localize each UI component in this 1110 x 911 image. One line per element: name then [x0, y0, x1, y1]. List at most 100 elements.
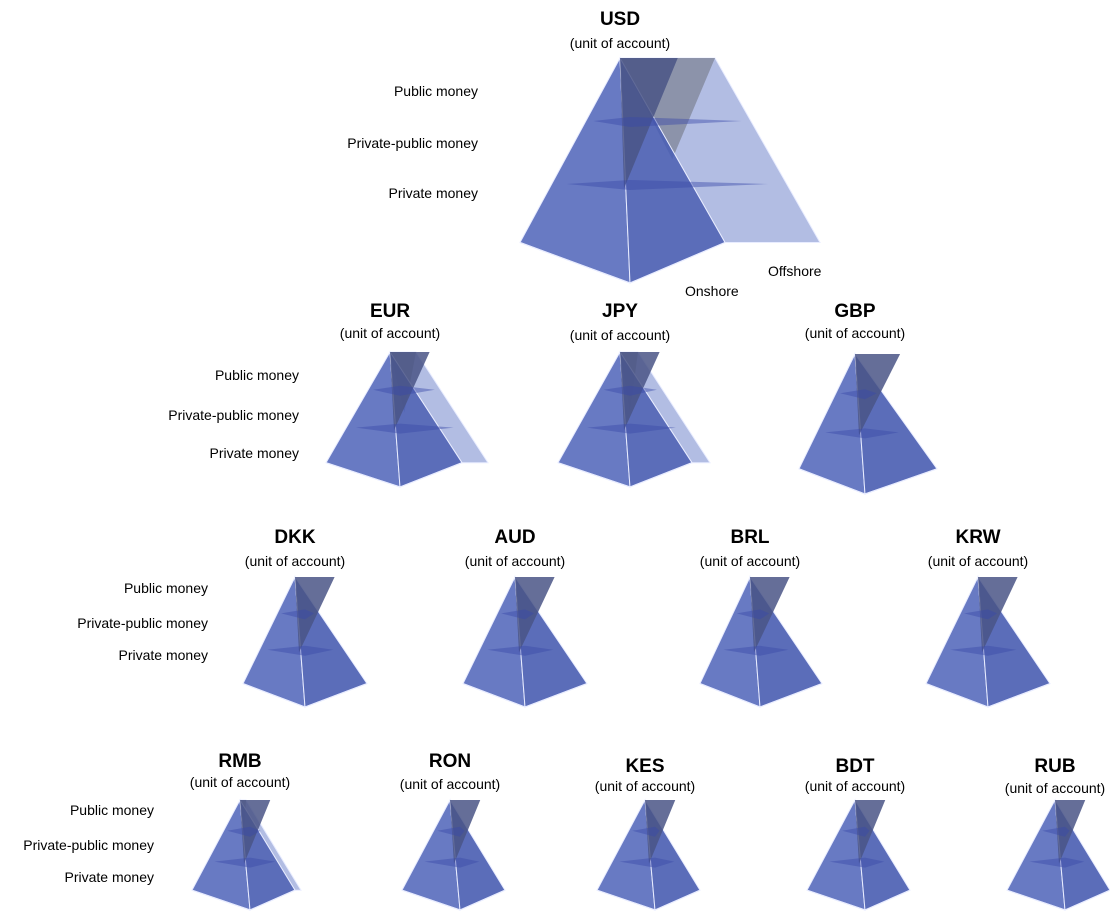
private-public-band-ron — [437, 826, 465, 837]
public-money-wedge-ron — [450, 800, 481, 864]
unit-of-account-gbp: (unit of account) — [804, 325, 906, 341]
unit-of-account-usd: (unit of account) — [569, 35, 671, 51]
currency-code-usd: USD — [599, 9, 641, 30]
unit-of-account-bdt: (unit of account) — [804, 778, 906, 794]
prism-usd — [519, 56, 821, 284]
unit-of-account-aud: (unit of account) — [464, 553, 566, 569]
currency-code-rub: RUB — [1034, 756, 1076, 777]
left-face-usd — [519, 56, 631, 284]
prism-aud — [462, 575, 588, 708]
private-band-ron — [424, 857, 480, 868]
prism-dkk — [242, 575, 368, 708]
base-edge-krw — [925, 683, 1051, 708]
level-label-dkk-2: Private money — [118, 647, 208, 663]
base-edge-gbp — [798, 468, 938, 495]
prism-rmb — [191, 798, 302, 911]
level-label-eur-0: Public money — [214, 367, 299, 383]
currency-code-dkk: DKK — [274, 527, 316, 548]
currency-code-jpy: JPY — [602, 301, 638, 322]
private-public-band-jpy — [603, 385, 657, 396]
public-money-wedge-dkk — [295, 577, 335, 653]
base-edge-eur — [325, 462, 463, 488]
prism-kes — [596, 798, 701, 911]
level-label-usd-0: Public money — [393, 83, 478, 99]
currency-code-gbp: GBP — [834, 301, 876, 322]
private-public-band-gbp — [840, 389, 877, 400]
base-edge-ron — [401, 889, 506, 911]
public-money-wedge-usd — [620, 58, 678, 189]
currency-code-ron: RON — [428, 751, 472, 772]
prism-rub — [1006, 798, 1110, 911]
private-band-rmb — [214, 857, 276, 868]
unit-of-account-jpy: (unit of account) — [569, 327, 671, 343]
currency-code-brl: BRL — [730, 527, 770, 548]
private-band-kes — [619, 857, 675, 868]
private-band-jpy — [587, 423, 676, 434]
currency-code-eur: EUR — [369, 301, 411, 322]
base-edge-dkk — [242, 683, 368, 708]
level-label-usd-1: Private-public money — [347, 135, 478, 151]
base-edge-bdt — [806, 889, 911, 911]
private-public-band-krw — [964, 609, 998, 620]
prism-jpy — [557, 350, 711, 488]
base-edge-kes — [596, 889, 701, 911]
level-label-dkk-1: Private-public money — [77, 615, 208, 631]
public-money-wedge-rub — [1055, 800, 1086, 864]
unit-of-account-rub: (unit of account) — [1004, 780, 1106, 796]
unit-of-account-ron: (unit of account) — [399, 776, 501, 792]
unit-of-account-dkk: (unit of account) — [244, 553, 346, 569]
private-band-krw — [950, 645, 1017, 656]
private-band-brl — [723, 645, 789, 656]
prism-eur — [325, 350, 489, 488]
level-label-rmb-2: Private money — [64, 869, 154, 885]
private-public-band-rmb — [227, 826, 261, 837]
unit-of-account-krw: (unit of account) — [927, 553, 1029, 569]
base-edge-brl — [699, 683, 823, 708]
public-money-wedge-krw — [978, 577, 1018, 653]
level-label-rmb-0: Public money — [69, 802, 154, 818]
public-money-wedge-rmb — [240, 800, 271, 864]
prism-ron — [401, 798, 506, 911]
side-label-onshore: Onshore — [685, 283, 739, 299]
public-money-wedge-bdt — [855, 800, 886, 864]
public-money-wedge-eur — [390, 352, 430, 431]
public-money-wedge-aud — [515, 577, 555, 653]
public-money-wedge-brl — [750, 577, 790, 653]
private-public-band-usd — [593, 117, 742, 127]
base-edge-rub — [1006, 889, 1110, 911]
unit-of-account-brl: (unit of account) — [699, 553, 801, 569]
private-band-gbp — [825, 428, 899, 439]
base-edge-aud — [462, 683, 588, 708]
private-public-band-brl — [736, 609, 770, 620]
base-edge-jpy — [557, 462, 693, 488]
level-label-eur-1: Private-public money — [168, 407, 299, 423]
public-money-wedge-gbp — [855, 354, 901, 436]
currency-code-rmb: RMB — [218, 751, 262, 772]
level-label-usd-2: Private money — [388, 185, 478, 201]
private-band-usd — [566, 180, 769, 190]
private-band-bdt — [829, 857, 885, 868]
private-public-band-rub — [1042, 826, 1070, 837]
prism-krw — [925, 575, 1051, 708]
base-edge-rmb — [191, 889, 296, 911]
unit-of-account-kes: (unit of account) — [594, 778, 696, 794]
private-public-band-kes — [632, 826, 660, 837]
currency-code-kes: KES — [625, 756, 665, 777]
public-money-wedge-jpy — [620, 352, 660, 431]
prism-gbp — [798, 352, 938, 495]
base-edge-usd — [519, 241, 726, 284]
prism-bdt — [806, 798, 911, 911]
private-public-band-dkk — [281, 609, 315, 620]
unit-of-account-rmb: (unit of account) — [189, 774, 291, 790]
private-band-rub — [1029, 857, 1085, 868]
currency-code-bdt: BDT — [835, 756, 875, 777]
currency-code-krw: KRW — [955, 527, 1001, 548]
unit-of-account-eur: (unit of account) — [339, 325, 441, 341]
private-public-band-aud — [501, 609, 535, 620]
side-label-offshore: Offshore — [768, 263, 822, 279]
private-band-eur — [355, 423, 454, 434]
level-label-dkk-0: Public money — [123, 580, 208, 596]
private-band-aud — [487, 645, 554, 656]
